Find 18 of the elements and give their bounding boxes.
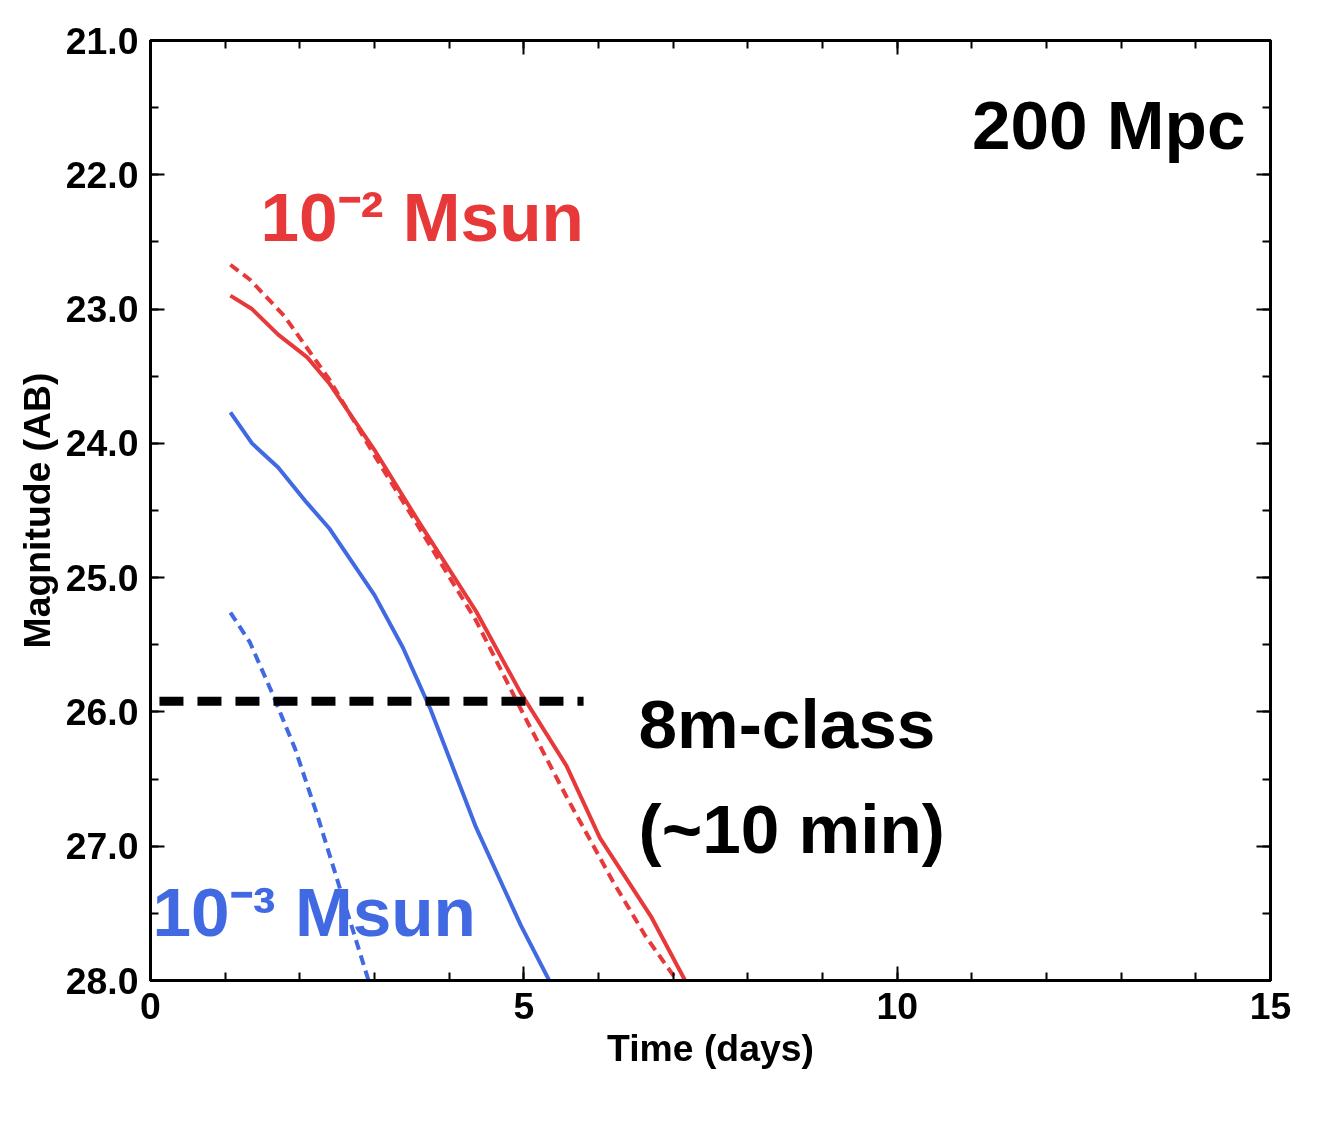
annotation: 200 Mpc <box>971 85 1246 164</box>
y-tick-label: 25.0 <box>65 556 139 599</box>
y-tick-label: 22.0 <box>65 153 139 196</box>
y-axis-title: Magnitude (AB) <box>15 372 58 649</box>
y-tick-label: 27.0 <box>65 825 139 868</box>
y-tick-label: 21.0 <box>65 19 139 62</box>
series-label: 10⁻² Msun <box>260 177 584 256</box>
series-label: 10⁻³ Msun <box>152 872 476 951</box>
y-tick-label: 26.0 <box>65 690 139 733</box>
x-tick-label: 0 <box>140 984 161 1027</box>
annotation: 8m-class (~10 min) <box>638 684 945 868</box>
x-tick-label: 15 <box>1249 984 1292 1027</box>
y-tick-label: 24.0 <box>65 422 139 465</box>
y-tick-label: 28.0 <box>65 959 139 1002</box>
x-tick-label: 10 <box>876 984 918 1027</box>
x-tick-label: 5 <box>513 984 535 1027</box>
x-axis-title: Time (days) <box>607 1026 814 1069</box>
y-tick-label: 23.0 <box>65 288 139 331</box>
